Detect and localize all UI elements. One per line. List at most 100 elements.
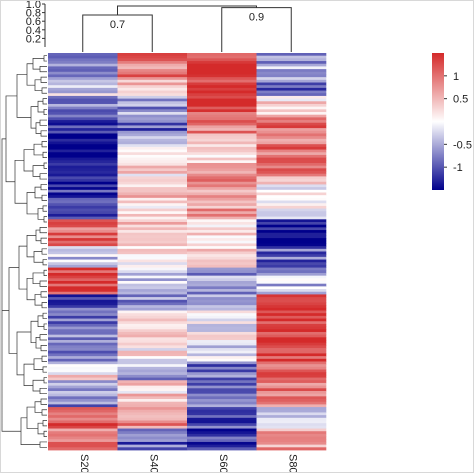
heatmap-cell bbox=[256, 55, 327, 59]
heatmap-cell bbox=[117, 144, 188, 148]
heatmap-cell bbox=[48, 281, 118, 285]
heatmap-cell bbox=[256, 106, 327, 110]
heatmap-cell bbox=[117, 106, 188, 110]
heatmap-cell bbox=[256, 326, 327, 330]
heatmap-cell bbox=[256, 272, 327, 277]
heatmap-cell bbox=[48, 423, 118, 427]
heatmap-cell bbox=[256, 171, 327, 175]
heatmap-cell bbox=[117, 243, 188, 247]
heatmap-cell bbox=[48, 299, 118, 303]
heatmap-cell bbox=[117, 382, 188, 387]
heatmap-cell bbox=[48, 326, 118, 330]
heatmap-cell bbox=[187, 208, 257, 212]
heatmap-cell bbox=[187, 213, 257, 218]
heatmap-cell bbox=[48, 267, 118, 271]
heatmap-cell bbox=[117, 58, 188, 62]
heatmap-cell bbox=[187, 409, 257, 413]
heatmap-cell bbox=[48, 382, 118, 387]
heatmap-cell bbox=[48, 152, 118, 156]
dendrogram-height-label: 0.9 bbox=[249, 12, 264, 24]
heatmap-cell bbox=[117, 133, 188, 137]
heatmap-cell bbox=[187, 219, 257, 223]
heatmap-cell bbox=[48, 192, 118, 196]
heatmap-cell bbox=[117, 323, 188, 328]
heatmap-cell bbox=[187, 377, 257, 381]
heatmap-cell bbox=[187, 235, 257, 239]
heatmap-cell bbox=[48, 369, 118, 373]
heatmap-cell bbox=[48, 240, 118, 244]
heatmap-cell bbox=[187, 380, 257, 384]
heatmap-cell bbox=[48, 291, 118, 295]
heatmap-cell bbox=[187, 240, 257, 244]
heatmap-cell bbox=[48, 380, 118, 384]
color-legend: 1 0.5 -0.5 -1 bbox=[432, 53, 472, 190]
heatmap-cell bbox=[256, 388, 327, 392]
heatmap-cell bbox=[256, 254, 327, 258]
heatmap-cell bbox=[256, 95, 327, 100]
heatmap-cell bbox=[187, 334, 257, 338]
heatmap-cell bbox=[117, 251, 188, 255]
heatmap-cell bbox=[117, 103, 188, 108]
heatmap-cell bbox=[117, 281, 188, 285]
heatmap-cell bbox=[48, 436, 118, 440]
heatmap-cell bbox=[187, 103, 257, 108]
heatmap-cell bbox=[256, 313, 327, 317]
heatmap-cell bbox=[187, 364, 257, 368]
heatmap-cell bbox=[256, 262, 327, 266]
heatmap-cell bbox=[48, 275, 118, 279]
heatmap-cell bbox=[256, 407, 327, 411]
heatmap-cell bbox=[256, 53, 327, 57]
heatmap-cell bbox=[187, 112, 257, 116]
heatmap-cell bbox=[117, 356, 188, 360]
heatmap-cell bbox=[117, 334, 188, 338]
heatmap-cell bbox=[187, 136, 257, 140]
heatmap-cell bbox=[48, 289, 118, 293]
heatmap-cell bbox=[117, 93, 188, 97]
heatmap-cell bbox=[256, 248, 327, 252]
heatmap-cell bbox=[48, 444, 118, 448]
heatmap-cell bbox=[256, 179, 327, 183]
heatmap-cell bbox=[117, 98, 188, 102]
heatmap-cell bbox=[187, 117, 257, 121]
heatmap-cell bbox=[48, 176, 118, 180]
heatmap-cell bbox=[117, 85, 188, 89]
heatmap-cell bbox=[48, 254, 118, 258]
heatmap-cell bbox=[48, 286, 118, 290]
heatmap-cell bbox=[256, 433, 327, 437]
heatmap-cell bbox=[117, 264, 188, 268]
heatmap-cell bbox=[48, 55, 118, 59]
heatmap-cell bbox=[187, 369, 257, 373]
heatmap-cell bbox=[256, 399, 327, 403]
heatmap-cell bbox=[48, 197, 118, 201]
heatmap-cell bbox=[256, 205, 327, 209]
heatmap-cell bbox=[256, 154, 327, 159]
heatmap-cell bbox=[256, 340, 327, 344]
heatmap-cell bbox=[256, 348, 327, 352]
heatmap-cell bbox=[256, 259, 327, 263]
heatmap-cell bbox=[187, 125, 257, 129]
heatmap-cell bbox=[48, 213, 118, 218]
heatmap-cell bbox=[187, 294, 257, 298]
heatmap-cell bbox=[187, 168, 257, 172]
heatmap-cell bbox=[117, 112, 188, 116]
heatmap-cell bbox=[48, 388, 118, 392]
heatmap-cell bbox=[187, 291, 257, 295]
heatmap-cell bbox=[117, 358, 188, 362]
heatmap-cell bbox=[117, 267, 188, 271]
heatmap-cell bbox=[187, 160, 257, 164]
heatmap-cell bbox=[256, 390, 327, 395]
heatmap-cell bbox=[117, 114, 188, 118]
heatmap-cell bbox=[48, 87, 118, 91]
column-dendrogram: 1.00.80.60.40.2 0.7 0.9 bbox=[26, 0, 292, 52]
heatmap-cell bbox=[117, 136, 188, 140]
heatmap-cell bbox=[117, 321, 188, 325]
heatmap-cell bbox=[117, 415, 188, 419]
heatmap-cell bbox=[48, 82, 118, 86]
heatmap-cell bbox=[117, 120, 188, 124]
heatmap-cell bbox=[117, 101, 188, 105]
heatmap-cell bbox=[117, 315, 188, 319]
heatmap-cell bbox=[256, 444, 327, 448]
heatmap-cell bbox=[117, 329, 188, 333]
heatmap-cell bbox=[117, 200, 188, 204]
heatmap-cell bbox=[48, 428, 118, 432]
